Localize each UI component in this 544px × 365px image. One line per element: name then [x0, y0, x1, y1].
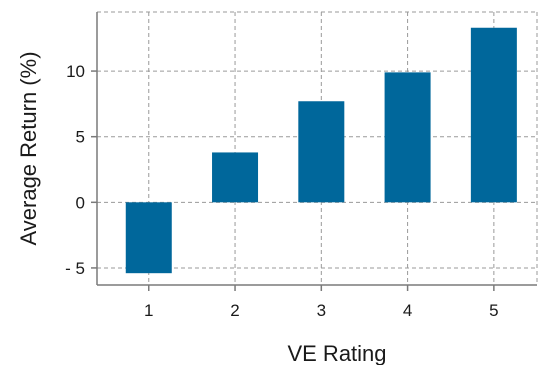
bar-4 [384, 72, 431, 203]
x-tick-label: 3 [317, 301, 326, 320]
bars [125, 27, 517, 274]
y-tick-label: 0 [76, 193, 85, 212]
y-tick-label: 5 [76, 128, 85, 147]
y-tick-label: - 5 [65, 259, 85, 278]
bar-1 [125, 202, 172, 274]
tick-labels: - 5 0 5 10 1 2 3 4 5 [65, 62, 498, 320]
x-tick-label: 4 [403, 301, 412, 320]
bar-3 [298, 101, 345, 203]
y-axis-title: Average Return (%) [16, 51, 41, 245]
x-tick-label: 2 [230, 301, 239, 320]
axes [91, 12, 537, 291]
x-axis-title: VE Rating [287, 341, 386, 365]
x-tick-label: 1 [144, 301, 153, 320]
y-tick-label: 10 [66, 62, 85, 81]
bar-2 [212, 152, 259, 203]
x-tick-label: 5 [489, 301, 498, 320]
bar-5 [470, 27, 517, 203]
